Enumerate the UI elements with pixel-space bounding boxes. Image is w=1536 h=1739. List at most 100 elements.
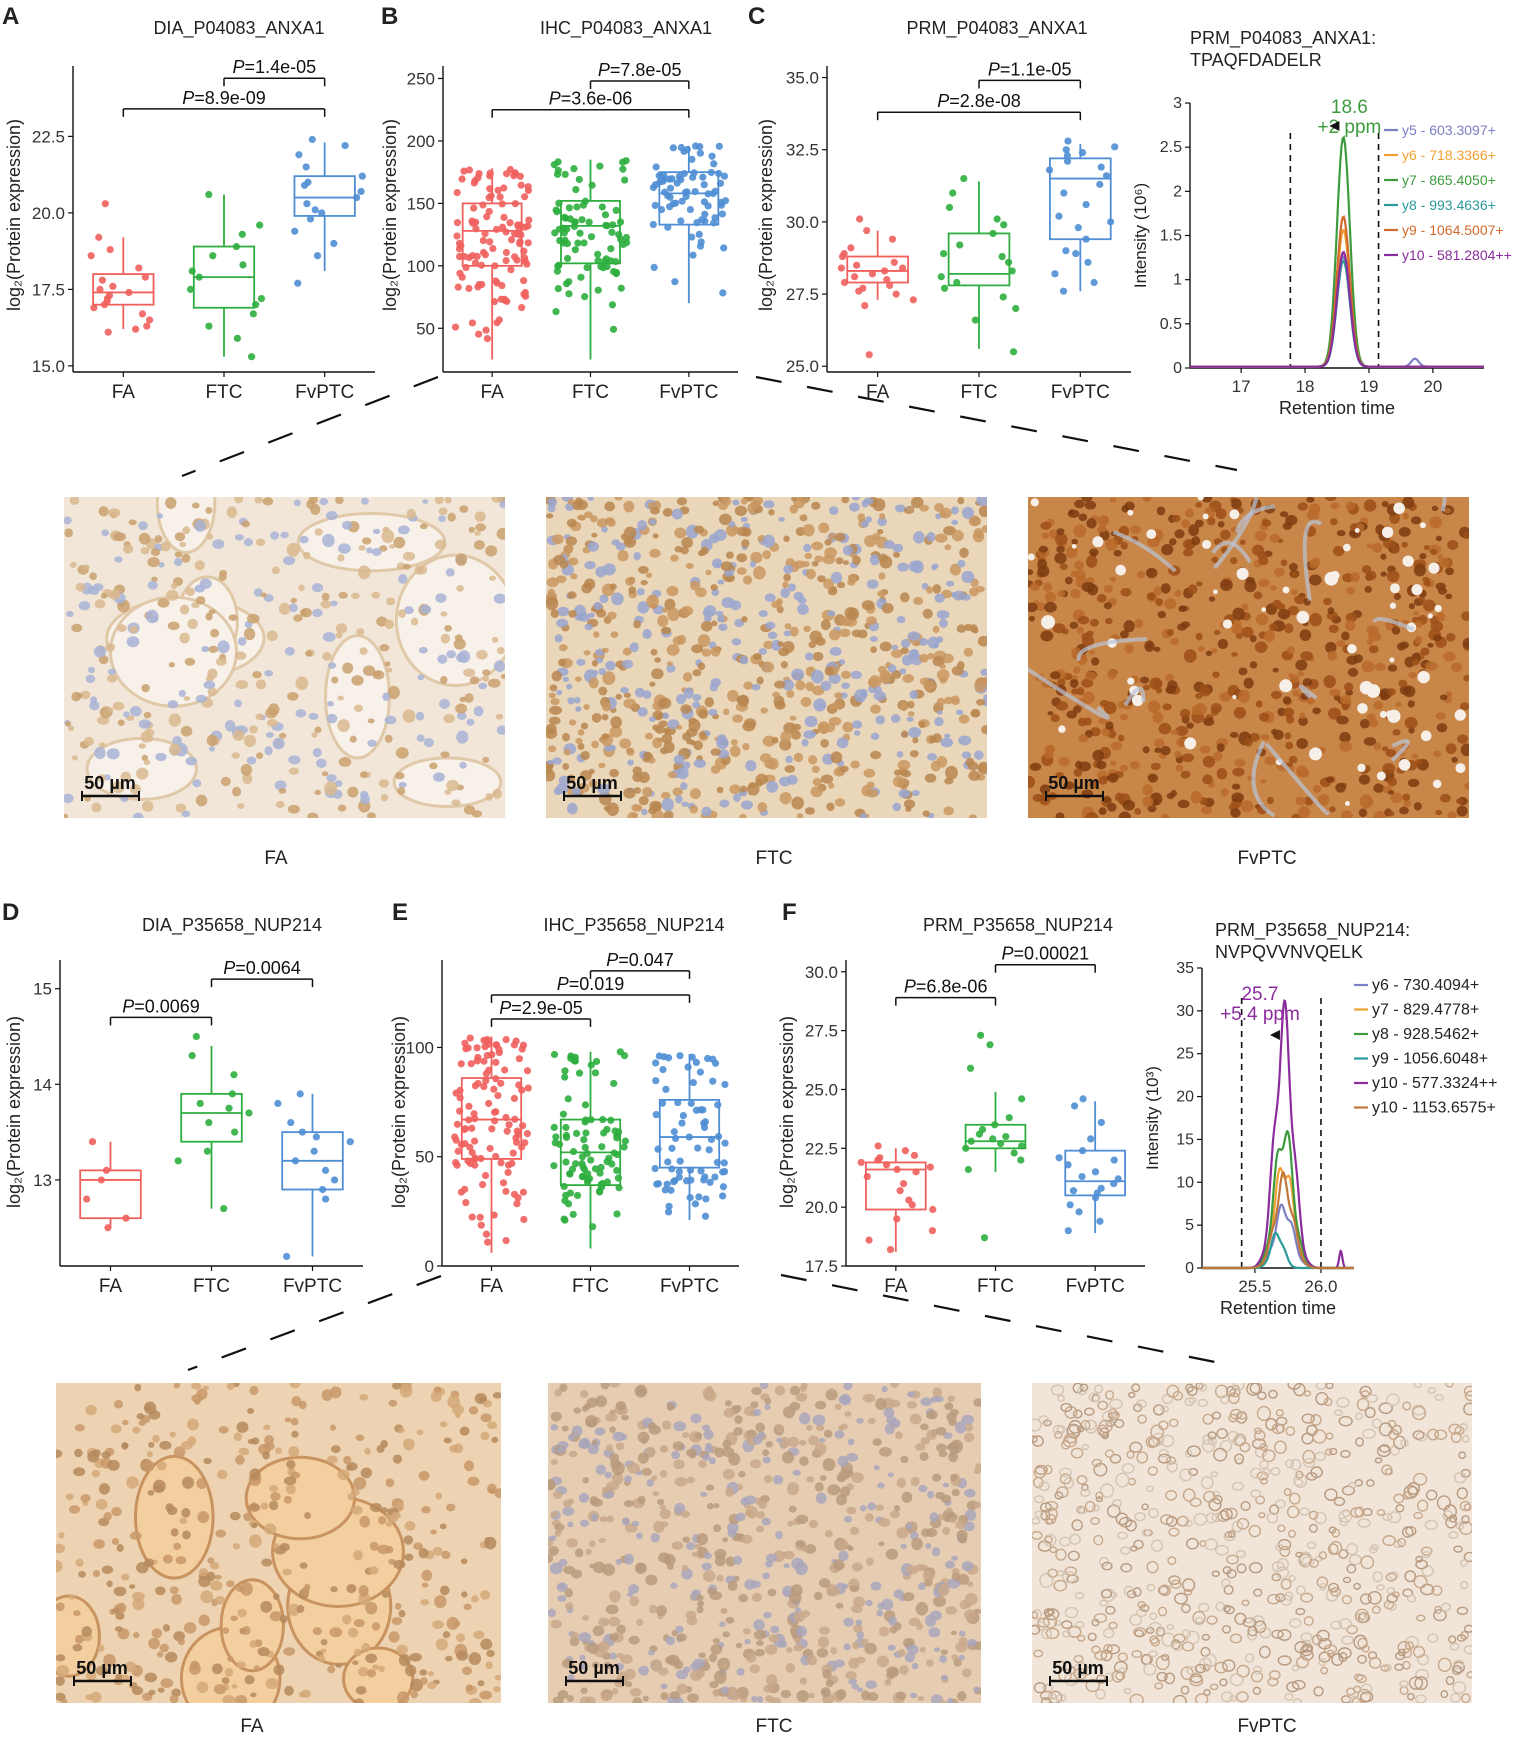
cell-nucleus (585, 1419, 598, 1428)
cell-nucleus (844, 606, 858, 619)
cell-nucleus (1106, 669, 1117, 680)
cell-nucleus (299, 609, 308, 617)
cell-nucleus (744, 1638, 751, 1645)
cell-nucleus (1119, 630, 1129, 639)
cell-nucleus (1029, 762, 1042, 771)
cell-nucleus (1146, 1626, 1155, 1634)
cell-nucleus (1275, 603, 1286, 611)
cell-nucleus (838, 659, 846, 665)
cell-nucleus (696, 1605, 704, 1614)
cell-nucleus (902, 674, 915, 683)
data-point (688, 155, 696, 163)
cell-nucleus (615, 693, 622, 700)
cell-nucleus (133, 1631, 140, 1639)
data-point (473, 252, 481, 260)
cell-nucleus (212, 539, 225, 549)
cell-nucleus (1194, 703, 1207, 716)
stroma (1440, 497, 1447, 512)
vacuole (1390, 583, 1400, 594)
legend-label-bottom: y7 - 829.4778+ (1372, 1002, 1479, 1019)
cell-nucleus (894, 769, 902, 776)
cell-nucleus (673, 1459, 685, 1470)
data-point (196, 1099, 204, 1108)
cell-nucleus (680, 1510, 691, 1518)
p-value-label-a: P=8.9e-09 (182, 88, 266, 108)
cell-nucleus (148, 1637, 160, 1650)
cell-nucleus (232, 786, 242, 797)
cell-nucleus (295, 709, 307, 718)
cell-nucleus (920, 1423, 929, 1431)
legend-label-top: y7 - 865.4050+ (1402, 172, 1496, 188)
cell-nucleus (611, 592, 624, 606)
cell-nucleus (605, 660, 616, 671)
cell-nucleus (1165, 1456, 1177, 1465)
cell-nucleus (889, 1383, 900, 1389)
cell-nucleus (1152, 711, 1164, 724)
cell-nucleus (419, 1669, 428, 1676)
cell-nucleus (1223, 1584, 1234, 1595)
cell-nucleus (699, 731, 707, 739)
p-value-label-c: P=2.8e-08 (937, 91, 1021, 111)
cell-nucleus (1324, 1448, 1333, 1456)
data-point (504, 1168, 512, 1177)
cell-nucleus (1085, 812, 1099, 818)
cell-nucleus (1285, 1426, 1296, 1436)
cell-nucleus (804, 715, 818, 728)
cell-nucleus (565, 536, 577, 546)
cell-nucleus (1253, 1588, 1263, 1597)
y-tick-label-b: 100 (407, 257, 435, 276)
data-point (598, 1143, 606, 1151)
cell-nucleus (1408, 671, 1418, 679)
cell-nucleus (941, 653, 954, 664)
data-point (104, 1224, 112, 1232)
cell-nucleus (700, 546, 709, 555)
cell-nucleus (282, 1568, 292, 1576)
data-point (940, 284, 949, 292)
cell-nucleus (417, 674, 425, 681)
cell-nucleus (1202, 1413, 1214, 1425)
data-point (310, 1147, 318, 1155)
cell-nucleus (1038, 1415, 1049, 1425)
cell-nucleus (1180, 1666, 1194, 1680)
cell-nucleus (795, 1514, 809, 1525)
p-value-label-d: P=0.0069 (122, 996, 200, 1016)
cell-nucleus (546, 513, 554, 519)
cell-nucleus (1044, 591, 1056, 604)
data-point (454, 1147, 462, 1155)
cell-nucleus (881, 1385, 888, 1393)
cell-nucleus (1056, 528, 1065, 536)
data-point (1107, 218, 1115, 226)
y-tick-label-b: 150 (407, 194, 435, 213)
cell-nucleus (493, 593, 505, 604)
data-point (502, 228, 510, 236)
data-point (601, 257, 609, 265)
cell-nucleus (774, 700, 786, 710)
data-point (453, 188, 461, 197)
cell-nucleus (811, 765, 820, 774)
cell-nucleus (739, 655, 749, 665)
cell-nucleus (946, 580, 955, 587)
cell-nucleus (1248, 1524, 1262, 1538)
cell-nucleus (314, 726, 322, 733)
cell-nucleus (642, 1695, 649, 1702)
cell-nucleus (1286, 714, 1295, 724)
data-point (855, 215, 864, 223)
data-point (308, 135, 316, 144)
cell-nucleus (172, 736, 182, 747)
cell-nucleus (582, 1615, 590, 1621)
cell-nucleus (74, 1448, 83, 1458)
cell-nucleus (187, 618, 198, 630)
cell-nucleus (1234, 759, 1246, 767)
cell-nucleus (666, 661, 673, 666)
data-point (672, 1134, 680, 1142)
cell-nucleus (327, 700, 334, 707)
cell-nucleus (706, 1386, 713, 1393)
cell-nucleus (1451, 1664, 1463, 1676)
cell-nucleus (752, 653, 762, 660)
cell-nucleus (1418, 596, 1426, 604)
cell-nucleus (951, 530, 964, 542)
cell-nucleus (841, 682, 851, 690)
cell-nucleus (887, 664, 897, 673)
ihc-texture: 50 µm (64, 497, 505, 818)
data-point (357, 187, 365, 196)
